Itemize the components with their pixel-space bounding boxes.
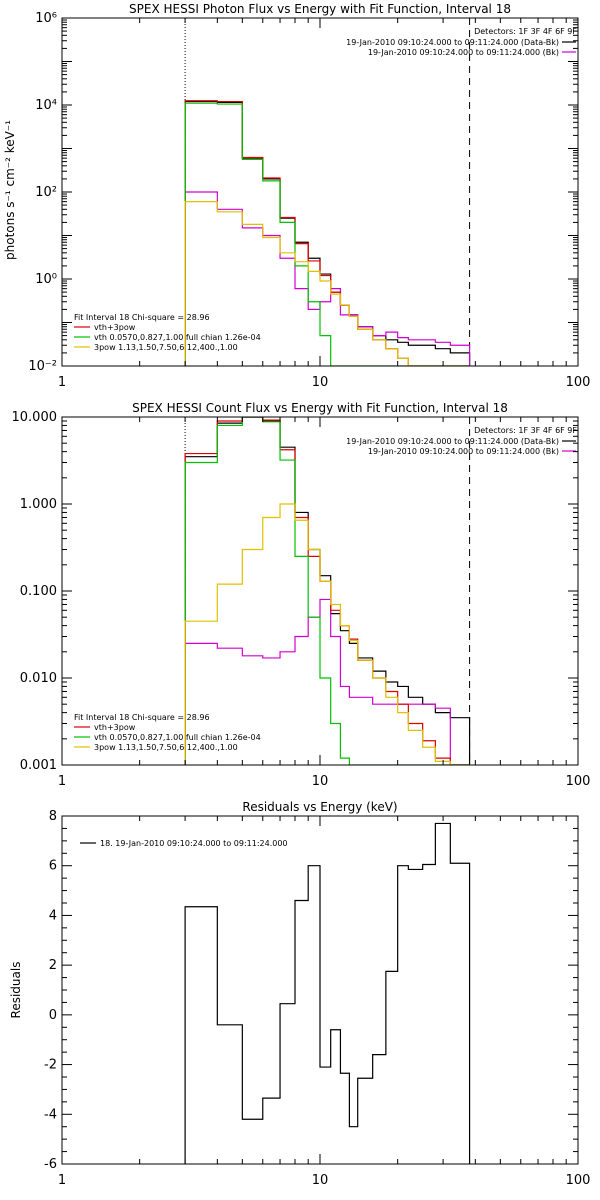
residuals-y-tick-label: 0 (49, 1008, 57, 1023)
residuals-x-tick-label: 100 (566, 1173, 591, 1188)
count-flux-y-tick-label: 0.010 (20, 671, 57, 686)
photon-flux-x-tick-label: 100 (566, 375, 591, 390)
residuals-y-tick-label: 4 (49, 908, 57, 923)
photon-flux-legend-right-data-bk: 19-Jan-2010 09:10:24.000 to 09:11:24.000… (346, 38, 559, 47)
count-flux-y-tick-label: 1.000 (20, 497, 57, 512)
residuals-y-tick-label: 6 (49, 859, 57, 874)
count-flux-series-vth (184, 417, 470, 765)
count-flux-y-tick-label: 0.001 (20, 758, 57, 773)
residuals-y-tick-label: -4 (44, 1107, 57, 1122)
photon-flux-legend-right-bk: 19-Jan-2010 09:10:24.000 to 09:11:24.000… (368, 48, 559, 57)
photon-flux-legend-left-header: Fit Interval 18 Chi-square = 28.96 (74, 313, 210, 322)
count-flux-legend-vth3pow: vth+3pow (94, 723, 136, 732)
residuals-y-axis-label: Residuals (9, 962, 23, 1019)
count-flux-title: SPEX HESSI Count Flux vs Energy with Fit… (132, 401, 508, 415)
photon-flux-legend-vth: vth 0.0570,0.827,1.00 full chian 1.26e-0… (94, 333, 261, 342)
residuals-x-tick-label: 10 (312, 1173, 329, 1188)
photon-flux-y-axis-label: photons s⁻¹ cm⁻² keV⁻¹ (3, 120, 17, 260)
count-flux-x-tick-label: 10 (312, 774, 329, 789)
residuals-legend-label: 18. 19-Jan-2010 09:10:24.000 to 09:11:24… (100, 839, 288, 848)
photon-flux-legend-3pow: 3pow 1.13,1.50,7.50,6.12,400.,1.00 (94, 343, 238, 352)
photon-flux-series-group (184, 100, 471, 366)
count-flux-legend-right-data-bk: 19-Jan-2010 09:10:24.000 to 09:11:24.000… (346, 437, 559, 446)
count-flux-y-tick-label: 0.100 (20, 584, 57, 599)
residuals-title: Residuals vs Energy (keV) (242, 800, 397, 814)
photon-flux-title: SPEX HESSI Photon Flux vs Energy with Fi… (129, 2, 511, 16)
count-flux-series-bk (184, 598, 470, 765)
photon-flux-legend-right-header: Detectors: 1F 3F 4F 6F 9F (474, 27, 577, 36)
count-flux-legend-right-bk: 19-Jan-2010 09:10:24.000 to 09:11:24.000… (368, 447, 559, 456)
count-flux-legend-right-header: Detectors: 1F 3F 4F 6F 9F (474, 426, 577, 435)
residuals-x-tick-label: 1 (58, 1173, 66, 1188)
photon-flux-panel: SPEX HESSI Photon Flux vs Energy with Fi… (3, 2, 590, 390)
count-flux-legend-vth: vth 0.0570,0.827,1.00 full chian 1.26e-0… (94, 733, 261, 742)
count-flux-x-tick-label: 100 (566, 774, 591, 789)
photon-flux-series-vth (184, 102, 470, 366)
photon-flux-legend-vth3pow: vth+3pow (94, 323, 136, 332)
count-flux-legend-3pow: 3pow 1.13,1.50,7.50,6.12,400.,1.00 (94, 743, 238, 752)
residuals-y-tick-label: -6 (44, 1157, 57, 1172)
photon-flux-y-tick-label: 10⁰ (35, 272, 57, 287)
photon-flux-y-tick-label: 10⁴ (35, 98, 57, 113)
residuals-panel: Residuals vs Energy (keV) Residuals 18. … (9, 800, 590, 1188)
photon-flux-y-tick-label: 10⁻² (28, 359, 57, 374)
residuals-series-18-19-jan-2010-09-10-24-000-to-09-11-24-000 (184, 822, 471, 1164)
photon-flux-y-tick-label: 10⁶ (35, 11, 57, 26)
count-flux-x-tick-label: 1 (58, 774, 66, 789)
count-flux-y-tick-label: 10.000 (12, 410, 58, 425)
residuals-series-group (184, 822, 471, 1164)
count-flux-panel: SPEX HESSI Count Flux vs Energy with Fit… (12, 401, 591, 789)
residuals-y-tick-label: -2 (44, 1058, 57, 1073)
residuals-y-tick-label: 8 (49, 809, 57, 824)
photon-flux-series-3pow (184, 201, 470, 366)
photon-flux-x-tick-label: 1 (58, 375, 66, 390)
count-flux-legend-left-header: Fit Interval 18 Chi-square = 28.96 (74, 713, 210, 722)
photon-flux-y-tick-label: 10² (35, 185, 57, 200)
photon-flux-x-tick-label: 10 (312, 375, 329, 390)
residuals-y-tick-label: 2 (49, 958, 57, 973)
count-flux-series-3pow (184, 503, 470, 765)
